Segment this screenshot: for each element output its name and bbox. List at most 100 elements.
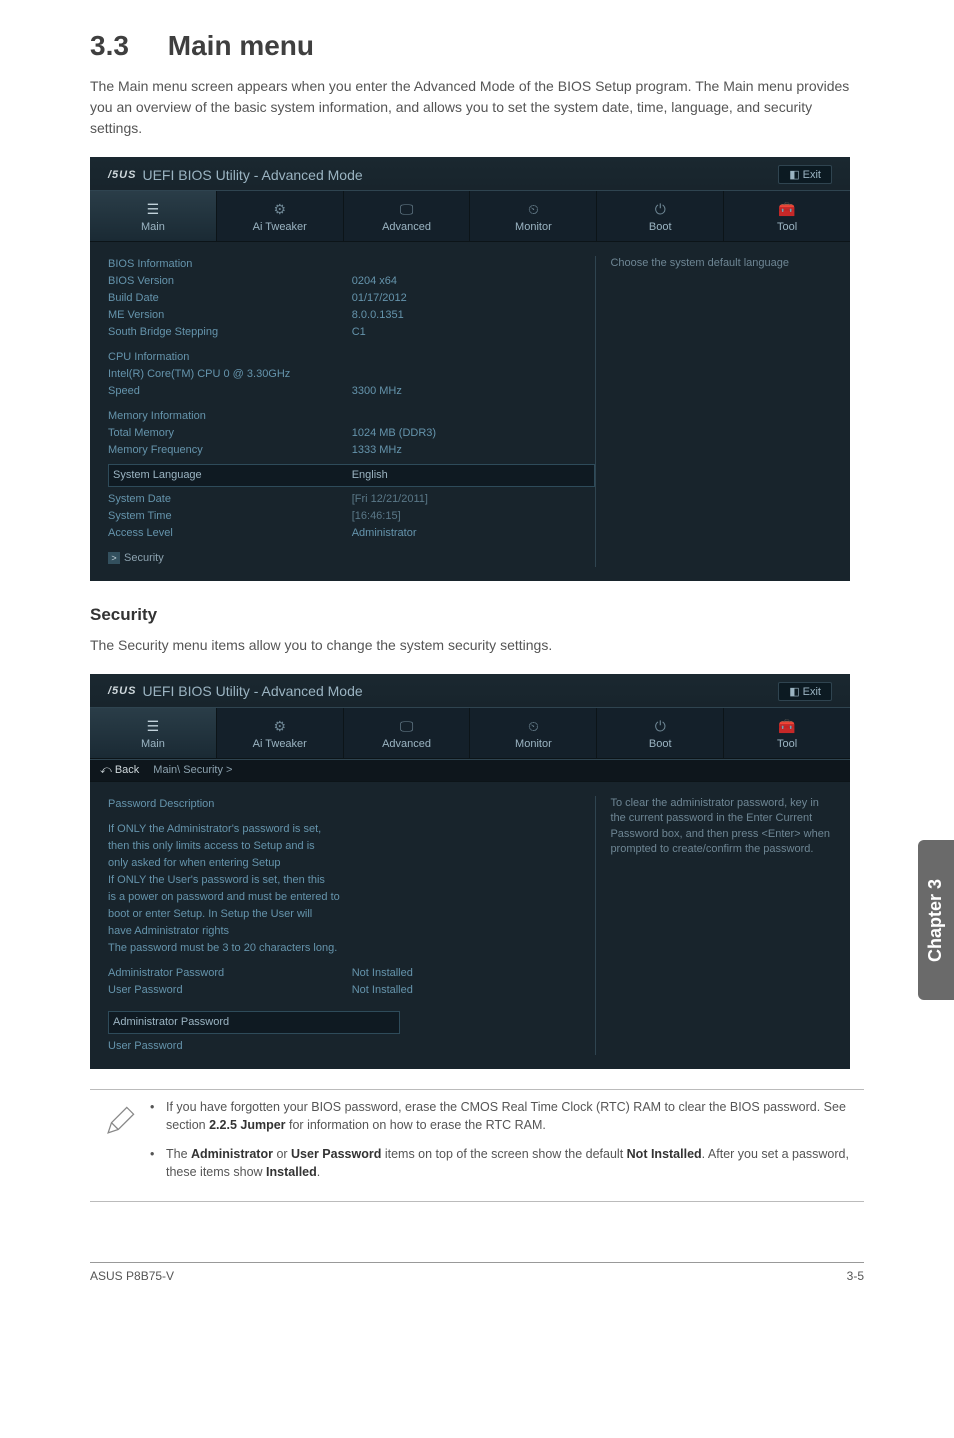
- me-version-value: 8.0.0.1351: [352, 307, 596, 324]
- tab-tweaker[interactable]: ⚙Ai Tweaker: [217, 708, 344, 758]
- exit-label: Exit: [803, 169, 821, 181]
- cpu-model: Intel(R) Core(TM) CPU 0 @ 3.30GHz: [108, 366, 595, 383]
- tab-bar: ☰ Main ⚙Ai Tweaker 🖵 Advanced ⏲Monitor ⏻Bo…: [90, 707, 850, 759]
- intro-text: The Main menu screen appears when you en…: [90, 76, 864, 139]
- footer-right: 3-5: [847, 1269, 864, 1283]
- desc-line: If ONLY the User's password is set, then…: [108, 872, 595, 889]
- section-name: Main menu: [168, 30, 314, 61]
- note-text: .: [317, 1165, 320, 1179]
- user-pwd-label: User Password: [108, 982, 352, 999]
- date-value[interactable]: [Fri 12/21/2011]: [352, 491, 596, 508]
- tab-advanced-label: Advanced: [382, 738, 431, 750]
- tab-monitor[interactable]: ⏲Monitor: [470, 708, 597, 758]
- total-mem-label: Total Memory: [108, 425, 352, 442]
- security-menu-item[interactable]: >Security: [108, 550, 595, 567]
- note-bold: Installed: [266, 1165, 317, 1179]
- desc-line: boot or enter Setup. In Setup the User w…: [108, 906, 595, 923]
- footer: ASUS P8B75-V 3-5: [90, 1262, 864, 1283]
- tweaker-icon: ⚙: [221, 201, 339, 218]
- tab-monitor[interactable]: ⏲ Monitor: [470, 191, 597, 241]
- user-pwd-item[interactable]: User Password: [108, 1038, 595, 1055]
- admin-pwd-value: Not Installed: [352, 965, 596, 982]
- advanced-icon: 🖵: [348, 201, 466, 218]
- tab-bar: ☰ Main ⚙ Ai Tweaker 🖵 Advanced ⏲ Monitor…: [90, 190, 850, 242]
- tab-tweaker[interactable]: ⚙ Ai Tweaker: [217, 191, 344, 241]
- lang-label: System Language: [113, 467, 352, 484]
- exit-icon: ◧: [789, 169, 802, 181]
- admin-pwd-item[interactable]: Administrator Password: [108, 1011, 400, 1034]
- page-title: 3.3 Main menu: [90, 30, 864, 62]
- build-date-value: 01/17/2012: [352, 290, 596, 307]
- tab-main[interactable]: ☰ Main: [90, 708, 217, 758]
- exit-button[interactable]: ◧ Exit: [778, 682, 832, 701]
- back-label: Back: [115, 764, 139, 776]
- speed-value: 3300 MHz: [352, 383, 596, 400]
- note-bold: 2.2.5 Jumper: [209, 1118, 285, 1132]
- bios-version-value: 0204 x64: [352, 273, 596, 290]
- advanced-icon: 🖵: [348, 718, 466, 735]
- tab-main-label: Main: [141, 738, 165, 750]
- exit-button[interactable]: ◧ Exit: [778, 165, 832, 184]
- tab-advanced-label: Advanced: [382, 221, 431, 233]
- back-button[interactable]: ⤺ Back: [100, 764, 139, 777]
- cpu-info-header: CPU Information: [108, 349, 595, 366]
- security-item-label: Security: [124, 552, 164, 564]
- desc-line: have Administrator rights: [108, 923, 595, 940]
- time-value[interactable]: [16:46:15]: [352, 508, 596, 525]
- bios-left-pane: BIOS Information BIOS Version0204 x64 Bu…: [108, 256, 595, 567]
- total-mem-value: 1024 MB (DDR3): [352, 425, 596, 442]
- note-bold: Administrator: [191, 1147, 273, 1161]
- pwd-desc-header: Password Description: [108, 796, 595, 813]
- south-bridge-value: C1: [352, 324, 596, 341]
- help-text: To clear the administrator password, key…: [610, 797, 830, 855]
- bios-titlebar: /5US UEFI BIOS Utility - Advanced Mode ◧…: [90, 157, 850, 190]
- desc-line: then this only limits access to Setup an…: [108, 838, 595, 855]
- utility-title: UEFI BIOS Utility - Advanced Mode: [142, 167, 362, 183]
- mem-freq-label: Memory Frequency: [108, 442, 352, 459]
- desc-line: only asked for when entering Setup: [108, 855, 595, 872]
- bios-security-panel: /5US UEFI BIOS Utility - Advanced Mode ◧…: [90, 674, 850, 1070]
- brand-logo: /5US: [108, 169, 136, 181]
- monitor-icon: ⏲: [474, 201, 592, 218]
- tab-monitor-label: Monitor: [515, 738, 552, 750]
- chapter-label: Chapter 3: [926, 878, 947, 961]
- tab-monitor-label: Monitor: [515, 221, 552, 233]
- breadcrumb-path: Main\ Security >: [153, 764, 232, 776]
- exit-icon: ◧: [789, 686, 802, 698]
- list-icon: ☰: [94, 201, 212, 218]
- tab-tweaker-label: Ai Tweaker: [253, 738, 307, 750]
- note-text: The: [166, 1147, 191, 1161]
- tab-boot-label: Boot: [649, 738, 672, 750]
- lang-value: English: [352, 467, 591, 484]
- list-icon: ☰: [94, 718, 212, 735]
- bios-main-panel: /5US UEFI BIOS Utility - Advanced Mode ◧…: [90, 157, 850, 581]
- tab-tool[interactable]: 🧰 Tool: [724, 191, 850, 241]
- build-date-label: Build Date: [108, 290, 352, 307]
- tab-main[interactable]: ☰ Main: [90, 191, 217, 241]
- tab-tweaker-label: Ai Tweaker: [253, 221, 307, 233]
- tab-boot[interactable]: ⏻ Boot: [597, 191, 724, 241]
- tab-advanced[interactable]: 🖵 Advanced: [344, 191, 471, 241]
- date-label: System Date: [108, 491, 352, 508]
- tool-icon: 🧰: [728, 201, 846, 218]
- speed-label: Speed: [108, 383, 352, 400]
- note-text: for information on how to erase the RTC …: [286, 1118, 546, 1132]
- utility-title: UEFI BIOS Utility - Advanced Mode: [142, 683, 362, 699]
- note-bullet: The Administrator or User Password items…: [150, 1145, 864, 1181]
- system-language-item[interactable]: System Language English: [108, 464, 595, 487]
- tab-main-label: Main: [141, 221, 165, 233]
- tool-icon: 🧰: [728, 718, 846, 735]
- security-intro: The Security menu items allow you to cha…: [90, 635, 864, 656]
- tab-advanced[interactable]: 🖵 Advanced: [344, 708, 471, 758]
- brand-logo: /5US: [108, 685, 136, 697]
- tab-tool[interactable]: 🧰Tool: [724, 708, 850, 758]
- mem-info-header: Memory Information: [108, 408, 595, 425]
- user-pwd-item-label: User Password: [108, 1038, 595, 1055]
- admin-pwd-label: Administrator Password: [108, 965, 352, 982]
- pencil-icon: [90, 1098, 150, 1191]
- tab-boot[interactable]: ⏻Boot: [597, 708, 724, 758]
- note-bullet: If you have forgotten your BIOS password…: [150, 1098, 864, 1134]
- section-number: 3.3: [90, 30, 160, 62]
- power-icon: ⏻: [601, 201, 719, 218]
- help-pane: Choose the system default language: [595, 256, 832, 567]
